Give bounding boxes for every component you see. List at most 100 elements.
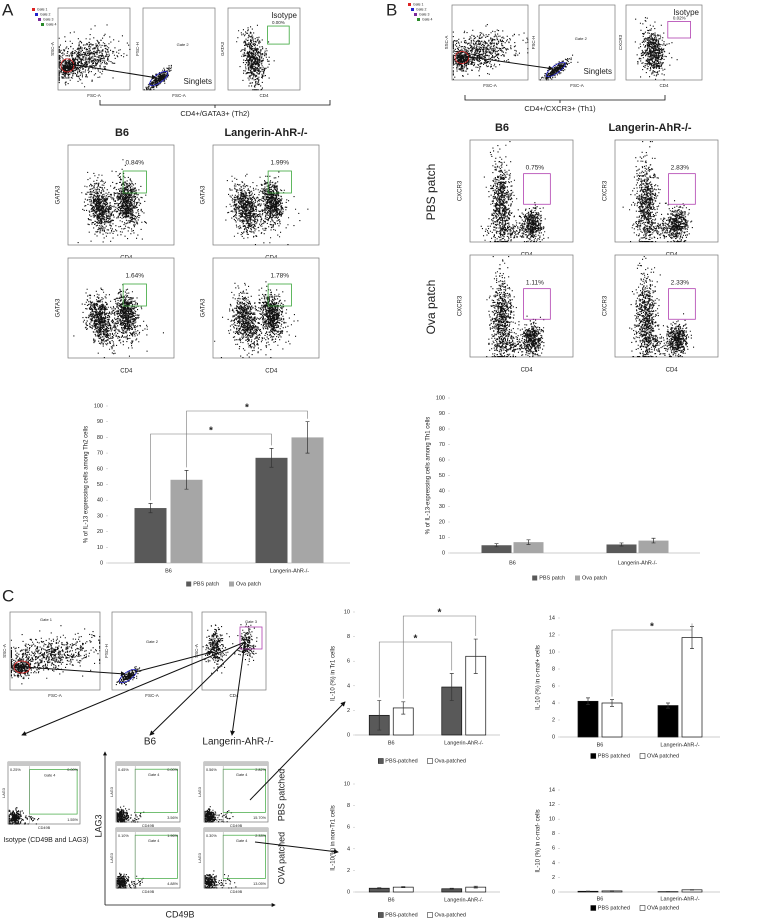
x-tick-label: Langerin-AhR-/- xyxy=(660,742,699,748)
axis-label: GATA3 xyxy=(201,185,207,204)
cell-events xyxy=(629,256,695,358)
y-tick-label: 6 xyxy=(347,825,350,831)
legend-label: Gate 4 xyxy=(46,22,57,26)
x-tick-label: B6 xyxy=(165,568,172,574)
y-axis-label: % of IL-13 expressing cells among Th2 ce… xyxy=(84,426,90,543)
cell-events xyxy=(77,159,147,244)
axis-label: LAG3 xyxy=(110,853,114,863)
column-title: Langerin-AhR-/- xyxy=(202,737,273,748)
error-bar xyxy=(526,539,531,545)
x-tick-label: B6 xyxy=(388,897,395,903)
y-tick-label: 10 xyxy=(439,535,445,541)
gate xyxy=(523,288,551,320)
axis-label: FSC-A xyxy=(483,83,497,88)
legend-swatch xyxy=(590,905,597,911)
bar xyxy=(657,705,679,738)
gate xyxy=(60,58,75,73)
cell-events xyxy=(634,17,678,81)
y-tick-label: 6 xyxy=(552,683,555,689)
y-tick-label: 0 xyxy=(100,560,103,566)
axis-label: GATA3 xyxy=(56,298,62,317)
legend-label: Gate 3 xyxy=(419,12,430,16)
y-tick-label: 0 xyxy=(347,889,350,895)
error-bar xyxy=(269,448,274,468)
gate-label: Gate 4 xyxy=(236,839,247,843)
arrow xyxy=(463,55,554,71)
y-tick-label: 0 xyxy=(442,550,445,556)
y-tick-label: 10 xyxy=(344,781,350,787)
quadrant-value: 0.25% xyxy=(10,768,21,772)
axis-label: LAG3 xyxy=(2,788,6,798)
quadrant-value: 15.70% xyxy=(253,816,267,820)
axis-label: CD4 xyxy=(659,83,668,88)
cell-events xyxy=(539,54,579,81)
error-bar xyxy=(651,537,656,544)
y-tick-label: 4 xyxy=(552,700,555,706)
quadrant-value: 0.56% xyxy=(206,768,217,772)
y-axis-label: IL-10 (%) in c-maf+ cells xyxy=(536,645,542,710)
arrow xyxy=(23,666,126,677)
significance-bracket xyxy=(378,641,453,698)
x-tick-label: B6 xyxy=(597,742,604,748)
cell-events xyxy=(115,666,142,686)
legend-label: OVA patched xyxy=(647,753,679,759)
axis-label: LAG3 xyxy=(110,787,114,797)
arrow xyxy=(249,701,346,801)
legend-swatch xyxy=(414,13,417,16)
y-tick-label: 6 xyxy=(347,659,350,665)
bracket xyxy=(464,95,666,103)
gate xyxy=(122,283,147,307)
y-tick-label: 30 xyxy=(439,504,445,510)
gate-value: 0.00% xyxy=(272,20,285,25)
panel-label: A xyxy=(2,0,14,19)
column-title: B6 xyxy=(144,737,157,748)
plot-caption: Isotype (CD49B and LAG3) xyxy=(3,837,88,844)
y-tick-label: 10 xyxy=(549,649,555,655)
significance-bracket xyxy=(402,615,477,699)
legend-swatch xyxy=(427,912,433,918)
y-tick-label: 80 xyxy=(97,435,103,441)
y-tick-label: 10 xyxy=(344,609,350,615)
y-tick-label: 8 xyxy=(347,634,350,640)
legend-label: PBS patched xyxy=(598,753,630,759)
error-bar xyxy=(473,885,478,889)
x-tick-label: B6 xyxy=(509,560,516,566)
quadrant-value: 1.55% xyxy=(67,818,78,822)
error-bar xyxy=(586,697,590,706)
legend-swatch xyxy=(575,575,580,581)
y-tick-label: 40 xyxy=(439,488,445,494)
plot-label: Singlets xyxy=(584,67,612,76)
plot-label: Isotype xyxy=(271,11,297,20)
axis-label: FSC-H xyxy=(531,36,536,50)
bar xyxy=(606,544,637,553)
x-tick-label: B6 xyxy=(597,896,604,902)
bracket xyxy=(99,100,331,108)
arrow xyxy=(149,641,246,736)
y-tick-label: 0 xyxy=(347,732,350,738)
x-tick-label: Langerin-AhR-/- xyxy=(270,568,309,574)
error-bar xyxy=(473,638,478,674)
header-strip xyxy=(116,762,180,766)
axis-label: FSC-A xyxy=(145,693,159,698)
legend-label: Gate 1 xyxy=(37,7,48,11)
legend-swatch xyxy=(639,753,646,759)
gate xyxy=(267,25,290,45)
legend-swatch xyxy=(35,13,38,16)
axis-label: SSC-A xyxy=(50,42,55,56)
y-tick-label: 50 xyxy=(97,482,103,488)
header-strip xyxy=(8,762,80,766)
y-tick-label: 8 xyxy=(552,666,555,672)
y-tick-label: 60 xyxy=(439,457,445,463)
x-tick-label: Langerin-AhR-/- xyxy=(618,560,657,566)
y-tick-label: 70 xyxy=(97,451,103,457)
cell-events xyxy=(622,141,693,243)
gate-label: Gate 4 xyxy=(148,773,159,777)
axis-label: CD49B xyxy=(142,890,155,894)
y-tick-label: 40 xyxy=(97,498,103,504)
y-axis-label: IL-10 (%) in c-maf- cells xyxy=(536,809,542,872)
arrow xyxy=(230,641,246,736)
bar xyxy=(513,542,544,553)
bar xyxy=(255,457,288,563)
